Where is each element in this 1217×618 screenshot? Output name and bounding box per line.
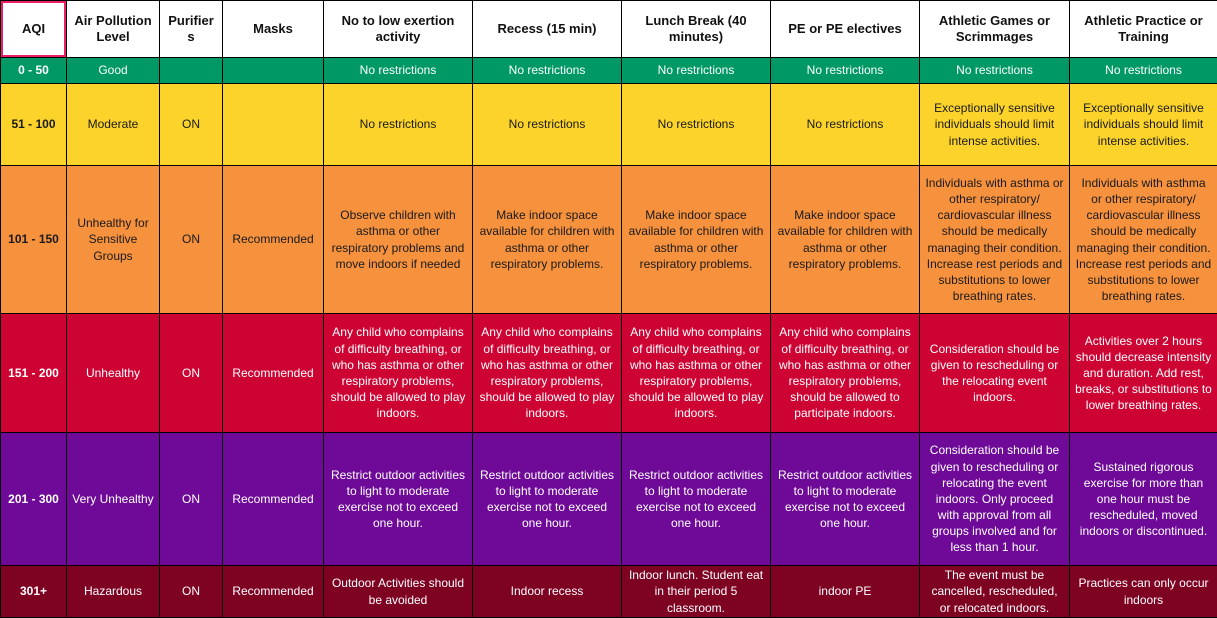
cell-unhealthy-athletic-practice[interactable]: Activities over 2 hours should decrease …	[1070, 314, 1217, 433]
cell-hazardous-pe[interactable]: indoor PE	[771, 566, 920, 618]
cell-hazardous-masks[interactable]: Recommended	[223, 566, 324, 618]
cell-hazardous-aqi[interactable]: 301+	[1, 566, 67, 618]
cell-unhealthy-sensitive-air-pollution-level[interactable]: Unhealthy for Sensitive Groups	[67, 166, 160, 314]
cell-unhealthy-athletic-games[interactable]: Consideration should be given to resched…	[920, 314, 1070, 433]
cell-moderate-no-to-low-exertion[interactable]: No restrictions	[324, 84, 473, 166]
cell-unhealthy-aqi[interactable]: 151 - 200	[1, 314, 67, 433]
cell-very-unhealthy-athletic-games[interactable]: Consideration should be given to resched…	[920, 433, 1070, 566]
cell-good-purifiers[interactable]	[160, 58, 223, 84]
cell-good-lunch-break[interactable]: No restrictions	[622, 58, 771, 84]
cell-hazardous-lunch-break[interactable]: Indoor lunch. Student eat in their perio…	[622, 566, 771, 618]
cell-moderate-purifiers[interactable]: ON	[160, 84, 223, 166]
cell-unhealthy-pe[interactable]: Any child who complains of difficulty br…	[771, 314, 920, 433]
cell-very-unhealthy-aqi[interactable]: 201 - 300	[1, 433, 67, 566]
cell-unhealthy-sensitive-no-to-low-exertion[interactable]: Observe children with asthma or other re…	[324, 166, 473, 314]
cell-very-unhealthy-air-pollution-level[interactable]: Very Unhealthy	[67, 433, 160, 566]
cell-good-aqi[interactable]: 0 - 50	[1, 58, 67, 84]
cell-moderate-lunch-break[interactable]: No restrictions	[622, 84, 771, 166]
cell-very-unhealthy-athletic-practice[interactable]: Sustained rigorous exercise for more tha…	[1070, 433, 1217, 566]
column-header-recess[interactable]: Recess (15 min)	[473, 1, 622, 58]
cell-hazardous-athletic-games[interactable]: The event must be cancelled, rescheduled…	[920, 566, 1070, 618]
column-header-pe[interactable]: PE or PE electives	[771, 1, 920, 58]
cell-hazardous-air-pollution-level[interactable]: Hazardous	[67, 566, 160, 618]
cell-good-pe[interactable]: No restrictions	[771, 58, 920, 84]
cell-unhealthy-sensitive-recess[interactable]: Make indoor space available for children…	[473, 166, 622, 314]
cell-moderate-aqi[interactable]: 51 - 100	[1, 84, 67, 166]
cell-very-unhealthy-masks[interactable]: Recommended	[223, 433, 324, 566]
cell-unhealthy-sensitive-aqi[interactable]: 101 - 150	[1, 166, 67, 314]
cell-very-unhealthy-pe[interactable]: Restrict outdoor activities to light to …	[771, 433, 920, 566]
cell-good-athletic-games[interactable]: No restrictions	[920, 58, 1070, 84]
cell-moderate-athletic-practice[interactable]: Exceptionally sensitive individuals shou…	[1070, 84, 1217, 166]
cell-good-no-to-low-exertion[interactable]: No restrictions	[324, 58, 473, 84]
cell-unhealthy-lunch-break[interactable]: Any child who complains of difficulty br…	[622, 314, 771, 433]
cell-moderate-recess[interactable]: No restrictions	[473, 84, 622, 166]
column-header-air-pollution-level[interactable]: Air Pollution Level	[67, 1, 160, 58]
cell-unhealthy-sensitive-lunch-break[interactable]: Make indoor space available for children…	[622, 166, 771, 314]
cell-good-athletic-practice[interactable]: No restrictions	[1070, 58, 1217, 84]
column-header-athletic-games[interactable]: Athletic Games or Scrimmages	[920, 1, 1070, 58]
column-header-lunch-break[interactable]: Lunch Break (40 minutes)	[622, 1, 771, 58]
cell-unhealthy-air-pollution-level[interactable]: Unhealthy	[67, 314, 160, 433]
column-header-masks[interactable]: Masks	[223, 1, 324, 58]
cell-unhealthy-sensitive-athletic-games[interactable]: Individuals with asthma or other respira…	[920, 166, 1070, 314]
cell-hazardous-no-to-low-exertion[interactable]: Outdoor Activities should be avoided	[324, 566, 473, 618]
cell-moderate-masks[interactable]	[223, 84, 324, 166]
cell-good-recess[interactable]: No restrictions	[473, 58, 622, 84]
cell-unhealthy-sensitive-masks[interactable]: Recommended	[223, 166, 324, 314]
cell-unhealthy-sensitive-athletic-practice[interactable]: Individuals with asthma or other respira…	[1070, 166, 1217, 314]
cell-moderate-athletic-games[interactable]: Exceptionally sensitive individuals shou…	[920, 84, 1070, 166]
cell-unhealthy-no-to-low-exertion[interactable]: Any child who complains of difficulty br…	[324, 314, 473, 433]
cell-unhealthy-masks[interactable]: Recommended	[223, 314, 324, 433]
cell-very-unhealthy-recess[interactable]: Restrict outdoor activities to light to …	[473, 433, 622, 566]
column-header-aqi-selected[interactable]: AQI	[1, 1, 67, 58]
cell-good-masks[interactable]	[223, 58, 324, 84]
cell-very-unhealthy-purifiers[interactable]: ON	[160, 433, 223, 566]
cell-very-unhealthy-no-to-low-exertion[interactable]: Restrict outdoor activities to light to …	[324, 433, 473, 566]
cell-very-unhealthy-lunch-break[interactable]: Restrict outdoor activities to light to …	[622, 433, 771, 566]
column-header-athletic-practice[interactable]: Athletic Practice or Training	[1070, 1, 1217, 58]
column-header-no-to-low-exertion[interactable]: No to low exertion activity	[324, 1, 473, 58]
cell-good-air-pollution-level[interactable]: Good	[67, 58, 160, 84]
cell-unhealthy-sensitive-purifiers[interactable]: ON	[160, 166, 223, 314]
column-header-purifiers[interactable]: Purifiers	[160, 1, 223, 58]
cell-unhealthy-recess[interactable]: Any child who complains of difficulty br…	[473, 314, 622, 433]
cell-unhealthy-purifiers[interactable]: ON	[160, 314, 223, 433]
cell-unhealthy-sensitive-pe[interactable]: Make indoor space available for children…	[771, 166, 920, 314]
cell-moderate-air-pollution-level[interactable]: Moderate	[67, 84, 160, 166]
cell-hazardous-purifiers[interactable]: ON	[160, 566, 223, 618]
cell-hazardous-athletic-practice[interactable]: Practices can only occur indoors	[1070, 566, 1217, 618]
cell-moderate-pe[interactable]: No restrictions	[771, 84, 920, 166]
cell-hazardous-recess[interactable]: Indoor recess	[473, 566, 622, 618]
